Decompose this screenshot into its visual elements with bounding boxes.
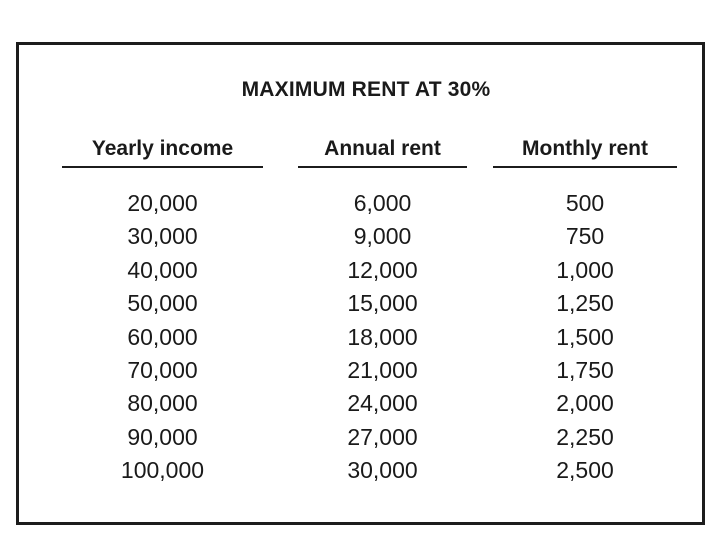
annual-rent-cell: 21,000	[347, 356, 418, 383]
column-annual-rent: 6,000 9,000 12,000 15,000 18,000 21,000 …	[298, 187, 467, 488]
yearly-income-cell: 20,000	[127, 190, 198, 216]
yearly-income-cell: 40,000	[127, 256, 198, 283]
monthly-rent-cell: 1,500	[556, 323, 614, 350]
monthly-rent-cell: 1,250	[556, 290, 614, 317]
column-monthly-rent: 500 750 1,000 1,250 1,500 1,750 2,000 2,…	[493, 187, 677, 488]
monthly-rent-cell: 500	[565, 190, 605, 216]
annual-rent-cell: 24,000	[347, 390, 418, 417]
table-title: MAXIMUM RENT AT 30%	[241, 78, 491, 101]
monthly-rent-cell: 2,500	[556, 457, 614, 484]
annual-rent-cell: 27,000	[347, 423, 418, 450]
yearly-income-cell: 60,000	[127, 323, 198, 350]
monthly-rent-cell: 2,250	[556, 423, 614, 450]
annual-rent-cell: 18,000	[347, 323, 418, 350]
yearly-income-cell: 100,000	[120, 457, 205, 484]
annual-rent-cell: 30,000	[347, 457, 418, 484]
annual-rent-cell: 15,000	[347, 290, 418, 317]
monthly-rent-cell: 1,000	[556, 256, 614, 283]
monthly-rent-cell: 1,750	[556, 356, 614, 383]
column-header-monthly-rent: Monthly rent	[493, 137, 677, 168]
yearly-income-cell: 70,000	[127, 356, 198, 383]
yearly-income-cell: 90,000	[127, 423, 198, 450]
yearly-income-cell: 50,000	[127, 290, 198, 317]
rent-table-card	[16, 42, 705, 525]
column-yearly-income: 20,000 30,000 40,000 50,000 60,000 70,00…	[62, 187, 263, 488]
column-header-annual-rent: Annual rent	[298, 137, 467, 168]
monthly-rent-cell: 2,000	[556, 390, 614, 417]
annual-rent-cell: 6,000	[353, 190, 412, 216]
yearly-income-cell: 80,000	[127, 390, 198, 417]
annual-rent-cell: 12,000	[347, 256, 418, 283]
yearly-income-cell: 30,000	[127, 223, 198, 250]
monthly-rent-cell: 750	[565, 223, 605, 250]
column-header-yearly-income: Yearly income	[62, 137, 263, 168]
annual-rent-cell: 9,000	[353, 223, 412, 250]
